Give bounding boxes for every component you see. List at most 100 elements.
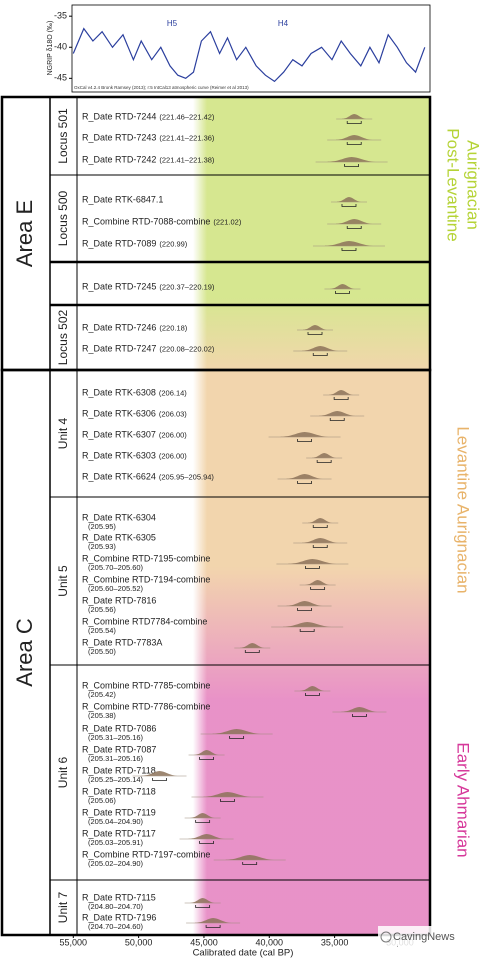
range-bracket	[195, 820, 211, 823]
period-fade	[193, 97, 207, 935]
entry-label: R_Date RTD-7086	[82, 723, 156, 733]
entry-label: R_Date RTD-7087	[82, 744, 156, 754]
posterior-distribution	[312, 453, 337, 458]
entry-range: (206.03)	[159, 409, 187, 418]
posterior-distribution	[190, 813, 215, 818]
y-axis-label: NGRIP δ18O (‰)	[47, 21, 54, 76]
range-bracket	[335, 291, 350, 294]
range-bracket	[297, 608, 312, 611]
entry-range: (205.02–204.90)	[88, 859, 144, 868]
entry-label: R_Combine RTD-7786-combine	[82, 701, 210, 711]
entry-label: R_Combine RTD-7194-combine	[82, 574, 210, 584]
range-bracket	[244, 650, 260, 653]
range-bracket	[205, 925, 221, 928]
entry-range: (205.95)	[88, 522, 116, 531]
group-label: Unit 4	[56, 418, 70, 450]
range-bracket	[152, 778, 167, 781]
entry-label: R_Date RTK-6308	[82, 387, 156, 397]
posterior-distribution	[203, 792, 252, 797]
entry-range: (221.41–221.38)	[159, 155, 215, 164]
entry-range: (221.41–221.36)	[159, 133, 215, 142]
posterior-distribution	[336, 197, 361, 202]
entry-label: R_Date RTK-6305	[82, 532, 156, 542]
posterior-distribution	[195, 918, 232, 923]
range-bracket	[346, 121, 362, 124]
posterior-distribution	[194, 750, 219, 755]
entry-label: R_Combine RTD-7197-combine	[82, 849, 210, 859]
period-label: Early Ahmarian	[454, 742, 473, 857]
posterior-distribution	[303, 325, 327, 330]
period-label: Post-Levantine	[444, 128, 463, 241]
entry-label: R_Date RTD-7243	[82, 132, 156, 142]
posterior-distribution	[341, 707, 378, 712]
posterior-distribution	[319, 411, 356, 416]
entry-range: (205.31–205.16)	[88, 754, 144, 763]
range-bracket	[341, 204, 357, 207]
event-label: H4	[278, 19, 289, 28]
entry-range: (221.46–221.42)	[159, 112, 215, 121]
posterior-distribution	[225, 855, 274, 860]
area-label: Area E	[12, 200, 37, 267]
entry-range: (221.02)	[213, 217, 241, 226]
entry-label: R_Date RTD-7119	[82, 807, 156, 817]
entry-range: (205.70–205.60)	[88, 563, 144, 572]
group-label: Unit 5	[56, 565, 70, 597]
range-bracket	[341, 248, 357, 251]
posterior-distribution	[283, 622, 332, 627]
entry-label: R_Combine RTD7784-combine	[82, 616, 207, 626]
entry-range: (205.38)	[88, 711, 116, 720]
y-tick-label: -45	[54, 73, 67, 83]
ngrip-frame	[71, 4, 431, 93]
range-bracket	[312, 545, 328, 548]
entry-range: (205.60–205.52)	[88, 584, 144, 593]
range-bracket	[312, 353, 328, 356]
period-label: Levantine Aurignacian	[454, 426, 473, 593]
group-label: Locus 500	[56, 190, 70, 246]
posterior-distribution	[302, 346, 339, 351]
entry-label: R_Date RTK-6847.1	[82, 194, 163, 204]
entry-label: R_Date RTD-7245	[82, 281, 156, 291]
range-bracket	[310, 587, 326, 590]
posterior-distribution	[324, 241, 373, 246]
entry-range: (204.70–204.60)	[88, 922, 144, 931]
y-tick-label: -40	[54, 42, 67, 52]
posterior-distribution	[329, 390, 354, 395]
range-bracket	[346, 226, 362, 229]
posterior-distribution	[280, 432, 329, 437]
range-bracket	[316, 460, 332, 463]
range-bracket	[199, 757, 214, 760]
entry-label: R_Date RTD-7115	[82, 892, 156, 902]
entry-range: (220.99)	[159, 239, 187, 248]
range-bracket	[305, 566, 320, 569]
entry-range: (206.14)	[159, 388, 187, 397]
range-bracket	[305, 693, 320, 696]
entry-range: (205.31–205.16)	[88, 733, 144, 742]
entry-label: R_Date RTD-7244	[82, 111, 156, 121]
entry-label: R_Date RTK-6303	[82, 450, 156, 460]
posterior-distribution	[300, 686, 325, 691]
posterior-distribution	[188, 834, 225, 839]
posterior-distribution	[336, 219, 373, 224]
posterior-distribution	[327, 157, 376, 162]
range-bracket	[242, 862, 258, 865]
posterior-distribution	[342, 114, 367, 119]
entry-label: R_Combine RTD-7195-combine	[82, 553, 210, 563]
entry-label: R_Date RTK-6307	[82, 429, 156, 439]
entry-range: (205.56)	[88, 605, 116, 614]
entry-label: R_Combine RTD-7088-combine	[82, 216, 210, 226]
range-bracket	[229, 736, 245, 739]
entry-label: R_Date RTD-7196	[82, 912, 156, 922]
range-bracket	[195, 905, 211, 908]
entry-range: (205.42)	[88, 690, 116, 699]
posterior-distribution	[308, 518, 333, 523]
range-bracket	[312, 525, 328, 528]
watermark-icon	[380, 931, 392, 943]
entry-label: R_Date RTD-7783A	[82, 637, 162, 647]
entry-label: R_Date RTD-7247	[82, 343, 156, 353]
entry-label: R_Date RTD-7117	[82, 828, 156, 838]
x-tick-label: 50,000	[125, 937, 153, 947]
entry-range: (205.04–204.90)	[88, 817, 144, 826]
credit: OxCal v4.2.4 Bronk Ramsey (2013); r:5 In…	[74, 85, 249, 90]
entry-range: (205.25–205.14)	[88, 775, 144, 784]
range-bracket	[346, 142, 362, 145]
